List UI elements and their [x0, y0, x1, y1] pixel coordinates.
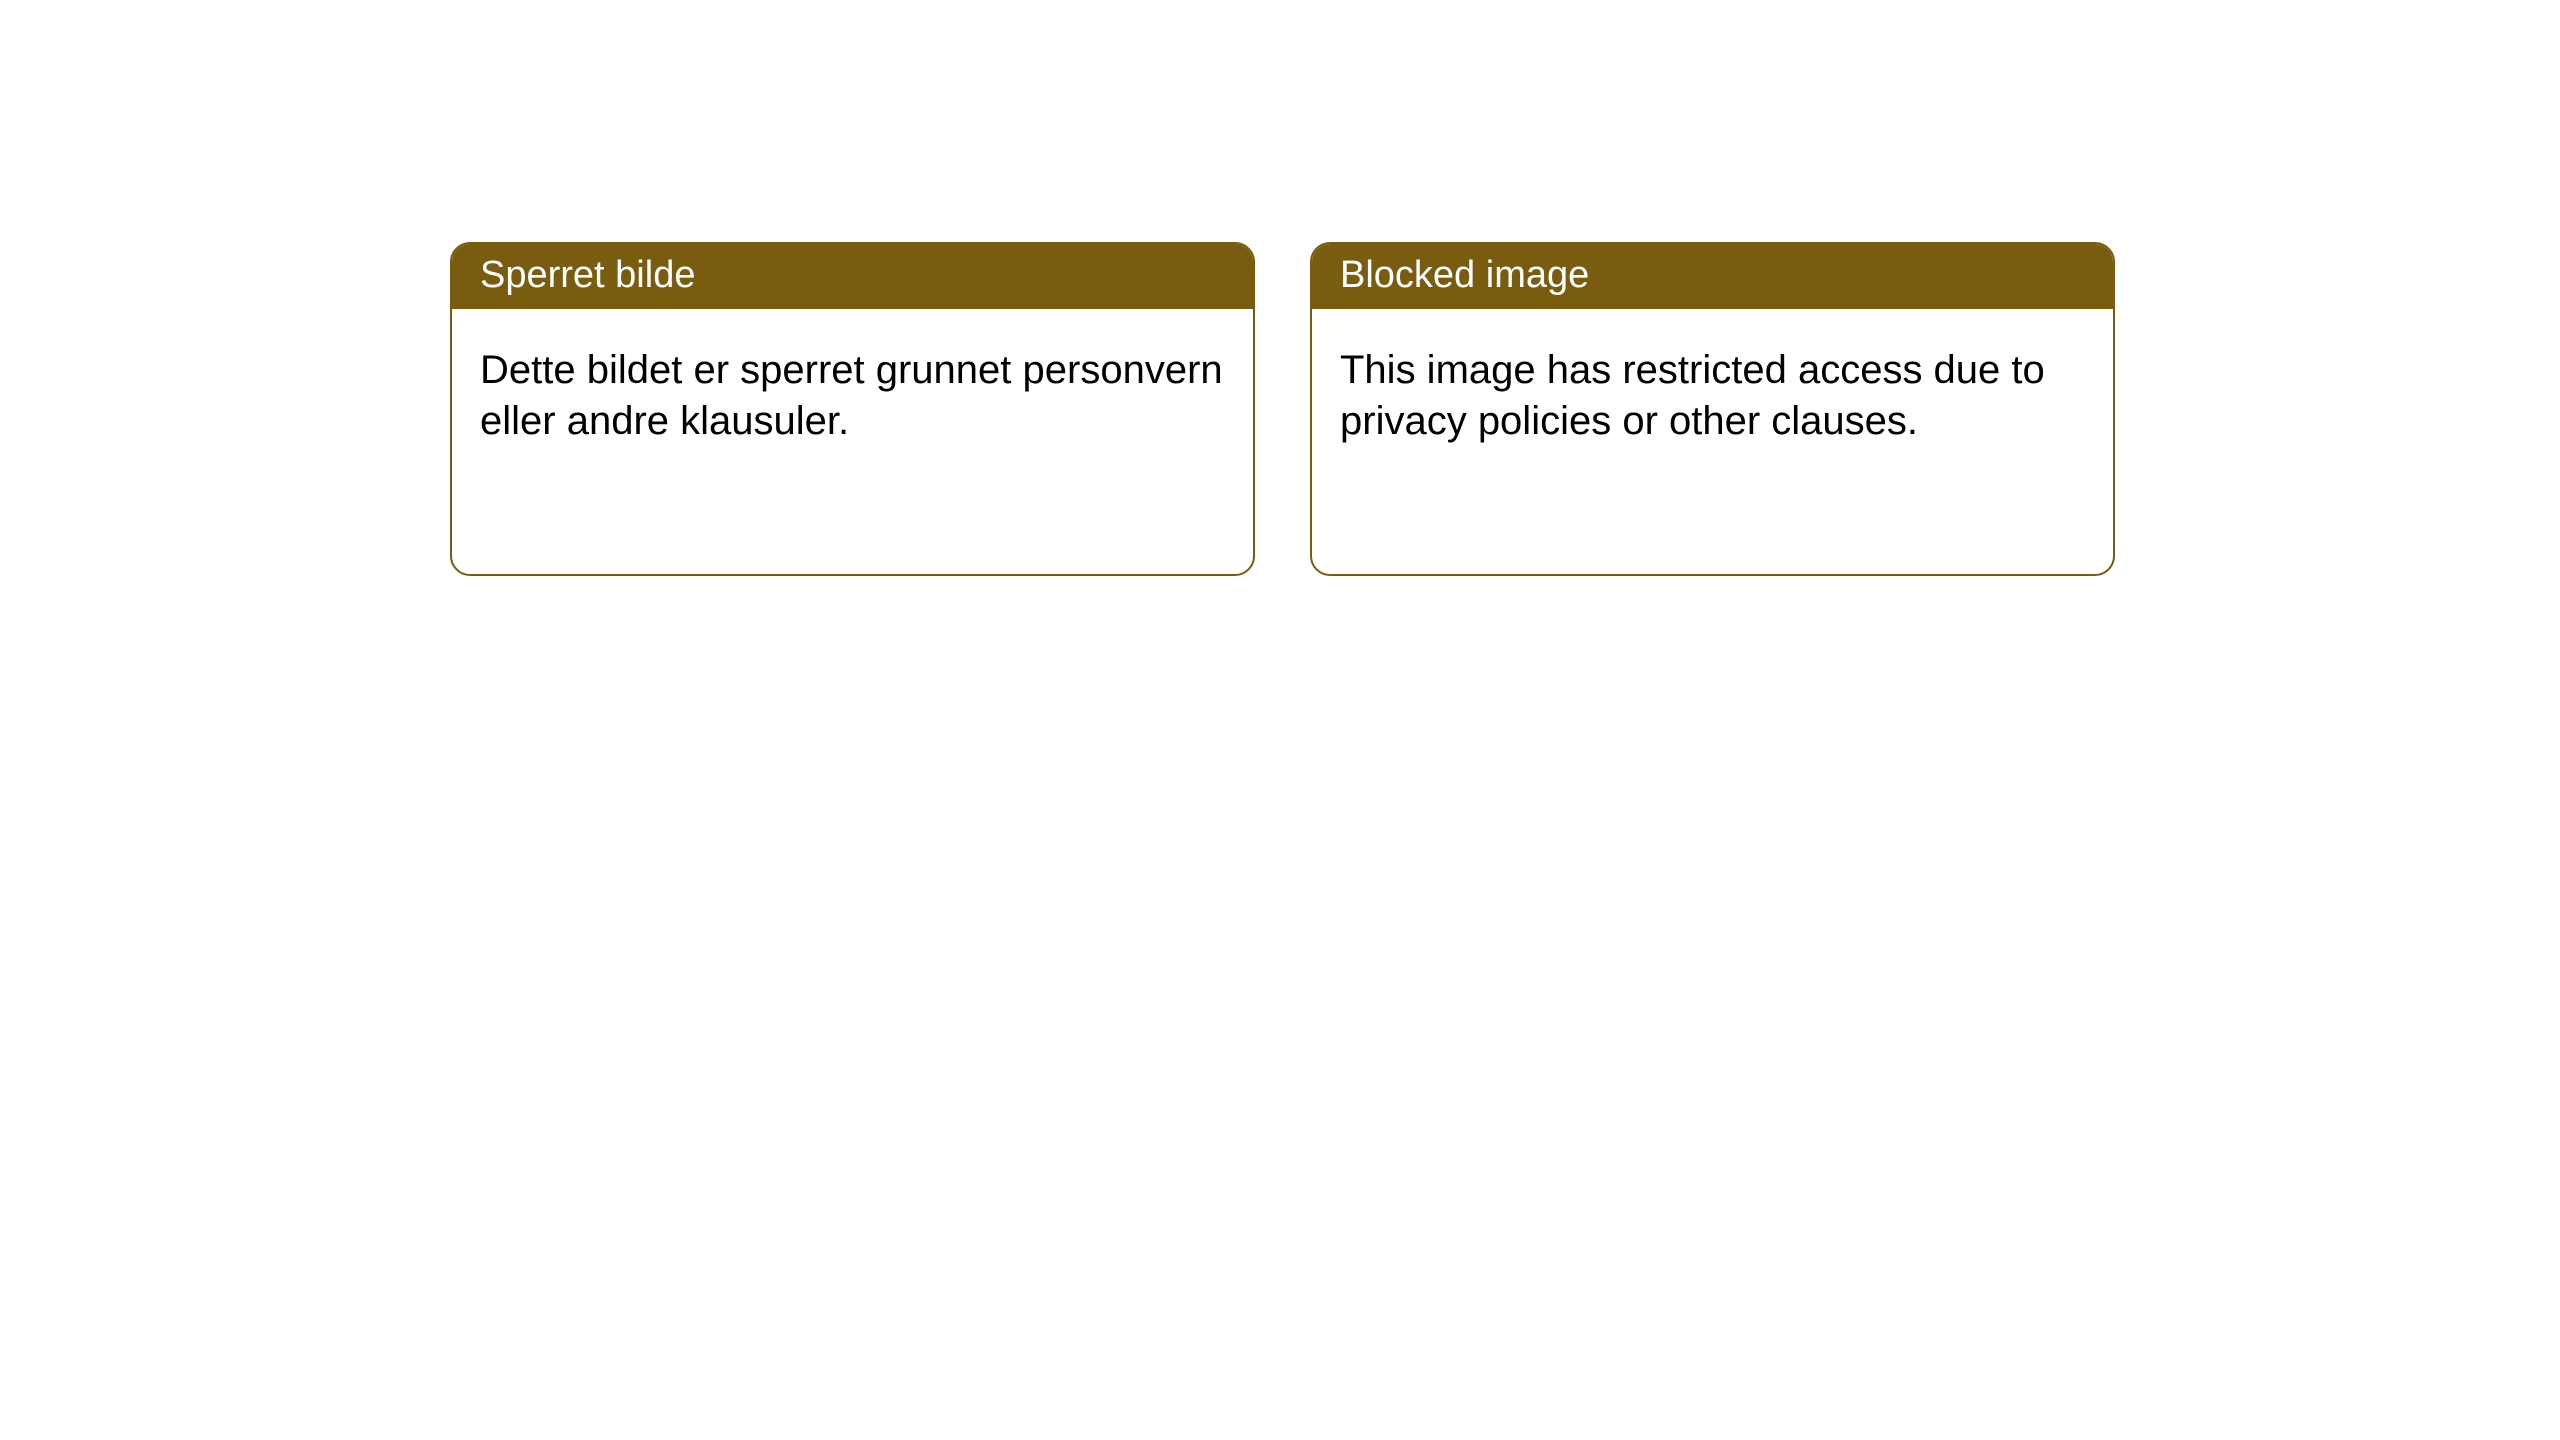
blocked-image-card-no: Sperret bilde Dette bildet er sperret gr…: [450, 242, 1255, 576]
notice-container: Sperret bilde Dette bildet er sperret gr…: [0, 0, 2560, 576]
card-message: Dette bildet er sperret grunnet personve…: [480, 348, 1223, 443]
card-message: This image has restricted access due to …: [1340, 348, 2045, 443]
card-header: Blocked image: [1312, 244, 2113, 309]
card-header: Sperret bilde: [452, 244, 1253, 309]
card-body: Dette bildet er sperret grunnet personve…: [452, 309, 1253, 475]
card-body: This image has restricted access due to …: [1312, 309, 2113, 475]
blocked-image-card-en: Blocked image This image has restricted …: [1310, 242, 2115, 576]
card-title: Blocked image: [1340, 254, 1589, 296]
card-title: Sperret bilde: [480, 254, 695, 296]
